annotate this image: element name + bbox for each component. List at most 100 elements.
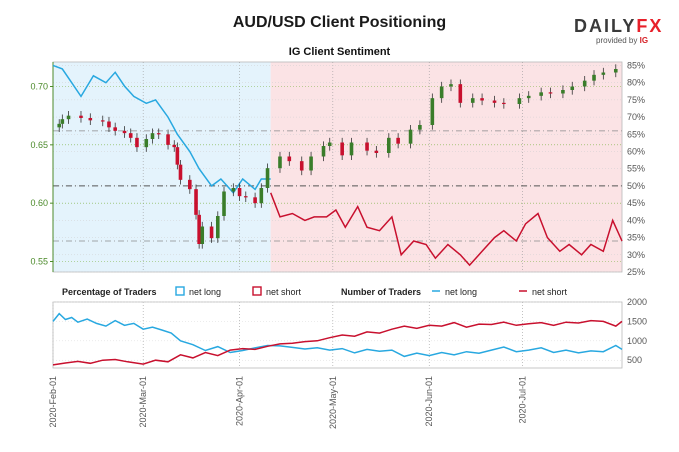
left-y-tick-label: 0.70 [30,82,48,92]
legend-swatch-net-long [175,286,185,296]
right-y-tick-label: 35% [627,233,645,243]
candle-body [135,137,139,148]
right-y-tick-label: 25% [627,267,645,277]
candle-body [582,80,587,87]
candle-body [79,115,83,118]
candle-body [470,98,475,103]
candle-body [613,69,618,73]
net-short-region [270,62,622,272]
right-y-tick-label: 65% [627,129,645,139]
candle-body [408,129,413,144]
candle-body [349,142,354,156]
candle-body [492,100,497,103]
candle-body [237,188,242,197]
net-short-pct-line [270,192,623,267]
right-y-tick-label: 60% [627,147,645,157]
candle-body [188,179,192,190]
count-tick-label: 2000 [627,297,647,307]
net-short-count-line [52,319,623,366]
right-y-tick-label: 80% [627,78,645,88]
logo-brand-main: DAILY [574,16,637,36]
dailyfx-logo: DAILYFX provided by IG [574,16,666,50]
candle-body [570,86,575,90]
x-tick-label: 2020-Mar-01 [138,376,148,428]
candle-body [222,191,226,216]
right-y-tick-label: 30% [627,250,645,260]
legend-label-net-short: net short [266,287,302,297]
candle-body [418,125,422,130]
candle-body [287,156,292,162]
bottom-plot-frame [52,301,623,369]
candle-body [526,95,531,99]
candle-body [194,189,198,215]
candle-body [539,92,543,96]
candle-body [175,147,180,165]
candle-body [156,133,161,135]
logo-byline-text: provided by [596,36,638,45]
candle-body [502,102,506,105]
x-tick-label: 2020-Feb-01 [48,376,58,428]
candle-body [259,188,264,204]
candle-body [60,119,65,124]
left-y-tick-label: 0.60 [30,198,48,208]
chart-title: AUD/USD Client Positioning [232,14,447,31]
candle-body [209,226,214,239]
right-y-tick-label: 55% [627,164,645,174]
candle-body [592,74,596,81]
candle-body [88,118,93,121]
candle-body [458,84,463,103]
x-tick-label: 2020-May-01 [328,376,338,429]
candle-body [321,146,326,157]
logo-byline-brand: IG [639,36,649,45]
candle-body [107,121,111,128]
candle-body [374,150,379,153]
right-y-tick-label: 85% [627,60,645,70]
legend-swatch-net-short [252,286,262,296]
candle-body [231,188,236,192]
candle-body [299,161,304,171]
legend-label-net-short-count: net short [532,287,568,297]
candle-body [253,197,257,204]
x-tick-label: 2020-Jul-01 [518,376,528,424]
legend-title-percentage: Percentage of Traders [62,287,157,297]
candle-body [166,134,170,145]
count-tick-label: 1000 [627,336,647,346]
left-y-tick-label: 0.65 [30,140,48,150]
candle-body [265,168,270,188]
right-y-tick-label: 75% [627,95,645,105]
candle-body [387,137,391,153]
candle-body [561,90,565,94]
candle-body [548,92,553,94]
candle-body [66,115,71,120]
price-sentiment-panel: 85% 80% 75% 70% 65% 60% 55% 50% 45% 40% 35% 30% 25% 0… [30,60,645,277]
right-y-tick-label: 40% [627,215,645,225]
candle-body [128,133,133,138]
logo-brand: DAILYFX [574,16,666,37]
net-long-region [53,62,271,272]
candle-body [449,84,453,87]
candle-body [517,98,522,104]
candle-body [172,144,177,148]
candle-body [144,139,149,148]
candle-body [122,130,127,134]
legend-label-net-long-count: net long [445,287,477,297]
logo-byline: provided by IG [596,36,666,45]
traders-panel: 2000 1500 1000 500 Percentage of Traders net … [52,286,647,369]
candle-body [439,86,444,99]
candle-body [197,214,201,244]
count-tick-label: 500 [627,355,642,365]
legend-title-number: Number of Traders [341,287,421,297]
right-y-tick-label: 50% [627,181,645,191]
candle-body [430,98,435,125]
candle-body [396,137,400,144]
candle-body [57,123,62,128]
candle-body [365,142,369,151]
date-axis: 2020-Feb-01 2020-Mar-01 2020-Apr-01 2020-Ma… [48,376,528,429]
right-y-tick-label: 70% [627,112,645,122]
count-tick-label: 1500 [627,316,647,326]
candle-body [309,156,313,171]
chart-subtitle: IG Client Sentiment [288,46,391,58]
x-tick-label: 2020-Jun-01 [424,376,434,427]
candle-body [278,156,282,169]
